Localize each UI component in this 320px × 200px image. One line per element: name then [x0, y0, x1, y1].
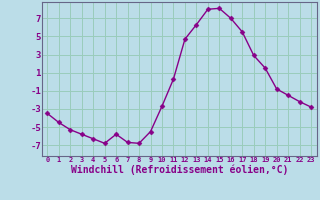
X-axis label: Windchill (Refroidissement éolien,°C): Windchill (Refroidissement éolien,°C): [70, 164, 288, 175]
